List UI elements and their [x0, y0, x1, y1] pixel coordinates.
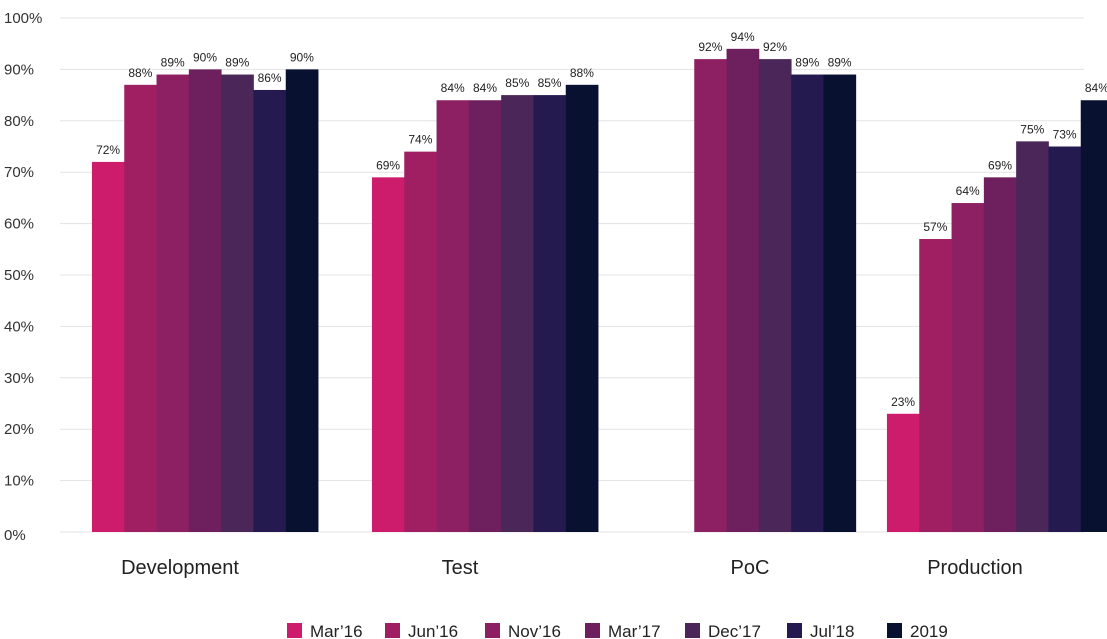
category-label: Test — [442, 557, 479, 579]
bar — [565, 84, 599, 532]
data-labels: 72% 88% 89% 90% 89% 86% 90% 69% 74% 84% 84% 85% 85% 8… — [96, 30, 1107, 409]
bar — [91, 161, 125, 533]
bar — [468, 100, 502, 533]
legend-swatch — [585, 623, 600, 638]
y-tick-label: 20% — [4, 421, 34, 438]
data-label: 94% — [731, 30, 755, 44]
data-label: 73% — [1053, 128, 1077, 142]
data-label: 90% — [290, 50, 314, 64]
legend-label: Jul’18 — [810, 622, 854, 639]
category-label: Production — [927, 557, 1023, 579]
bar — [285, 69, 319, 533]
y-tick-label: 70% — [4, 164, 34, 181]
legend-label: Mar’16 — [310, 622, 363, 639]
legend-label: Jun’16 — [408, 622, 458, 639]
bars — [91, 48, 1107, 533]
data-label: 85% — [505, 76, 529, 90]
legend-swatch — [787, 623, 802, 638]
data-label: 57% — [923, 220, 947, 234]
legend-swatch — [385, 623, 400, 638]
y-tick-label: 80% — [4, 113, 34, 130]
bar — [188, 69, 222, 533]
data-label: 88% — [570, 66, 594, 80]
bar — [533, 95, 567, 532]
y-tick-label: 60% — [4, 216, 34, 233]
legend-swatch — [887, 623, 902, 638]
bar — [404, 151, 437, 532]
bar — [436, 100, 470, 533]
y-tick-label: 30% — [4, 370, 34, 387]
data-label: 84% — [473, 81, 497, 95]
category-label: PoC — [731, 557, 770, 579]
data-label: 89% — [161, 56, 185, 70]
data-label: 84% — [1085, 81, 1107, 95]
data-label: 85% — [538, 76, 562, 90]
legend-label: Nov’16 — [508, 622, 561, 639]
y-axis-ticks: 0% 10% 20% 30% 40% 50% 60% 70% 80% 90% 100% — [4, 10, 42, 544]
data-label: 92% — [763, 40, 787, 54]
bar — [253, 89, 287, 533]
bar — [1080, 100, 1107, 533]
bar — [919, 239, 952, 532]
data-label: 69% — [988, 158, 1012, 172]
y-tick-label: 0% — [4, 527, 26, 544]
bar — [983, 177, 1017, 532]
y-tick-label: 90% — [4, 61, 34, 78]
legend-label: 2019 — [910, 622, 948, 639]
data-label: 88% — [128, 66, 152, 80]
data-label: 84% — [441, 81, 465, 95]
bar — [951, 203, 985, 533]
y-tick-label: 40% — [4, 318, 34, 335]
legend-label: Dec’17 — [708, 622, 761, 639]
data-label: 23% — [891, 395, 915, 409]
data-label: 75% — [1020, 122, 1044, 136]
legend-swatch — [685, 623, 700, 638]
data-label: 89% — [795, 56, 819, 70]
bar — [726, 48, 760, 533]
category-label: Development — [121, 557, 239, 579]
data-label: 74% — [408, 133, 432, 147]
data-label: 90% — [193, 50, 217, 64]
bar — [1048, 146, 1082, 532]
data-label: 69% — [376, 158, 400, 172]
legend: Mar’16 Jun’16 Nov’16 Mar’17 Dec’17 Jul’18 2019 — [287, 622, 948, 639]
bar — [501, 95, 534, 532]
category-labels: Development Test PoC Production — [121, 557, 1023, 579]
bar — [371, 177, 405, 532]
y-tick-label: 50% — [4, 267, 34, 284]
bar — [221, 74, 254, 532]
legend-label: Mar’17 — [608, 622, 661, 639]
y-tick-label: 10% — [4, 473, 34, 490]
bar — [694, 59, 727, 533]
data-label: 64% — [956, 184, 980, 198]
bar — [1016, 141, 1049, 533]
legend-swatch — [485, 623, 500, 638]
y-tick-label: 100% — [4, 10, 42, 27]
bar — [791, 74, 824, 532]
bar — [886, 413, 920, 532]
legend-swatch — [287, 623, 302, 638]
bar — [758, 59, 792, 533]
data-label: 89% — [828, 56, 852, 70]
bar — [124, 84, 157, 532]
data-label: 72% — [96, 143, 120, 157]
data-label: 86% — [258, 71, 282, 85]
data-label: 89% — [225, 56, 249, 70]
bar — [823, 74, 857, 532]
data-label: 92% — [698, 40, 722, 54]
bar — [156, 74, 190, 532]
